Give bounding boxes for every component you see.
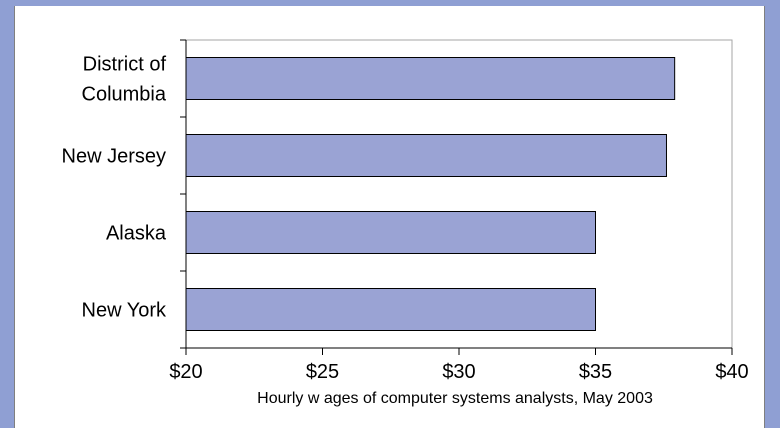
y-axis: District of Columbia New Jersey Alaska New Y…: [62, 39, 187, 349]
x-tick-label-3: $35: [579, 361, 612, 383]
x-tick-label-2: $30: [442, 361, 475, 383]
bar-0: [185, 57, 676, 100]
bar-3: [185, 288, 596, 331]
y-tick-label-line: Alaska: [106, 223, 167, 245]
plot-area: [186, 39, 733, 348]
y-tick-label-3: New York: [82, 300, 167, 322]
y-tick-label-line: District of: [83, 54, 167, 76]
y-tick-label-1: New Jersey: [62, 146, 166, 168]
plot-border: [186, 39, 733, 348]
x-tick-label-0: $20: [169, 361, 202, 383]
bar-2: [185, 211, 596, 254]
x-axis-label: Hourly w ages of computer systems analys…: [257, 390, 653, 407]
x-axis: $20 $25 $30 $35 $40: [169, 347, 749, 383]
y-tick-label-line: New Jersey: [62, 146, 166, 168]
y-tick-label-line: New York: [82, 300, 167, 322]
y-tick-label-2: Alaska: [106, 223, 167, 245]
bars: [185, 57, 676, 331]
y-tick-label-line: Columbia: [82, 84, 167, 106]
bar-1: [185, 134, 667, 177]
y-tick-label-0: District of Columbia: [82, 54, 167, 106]
x-tick-label-1: $25: [306, 361, 339, 383]
x-tick-label-4: $40: [715, 361, 748, 383]
